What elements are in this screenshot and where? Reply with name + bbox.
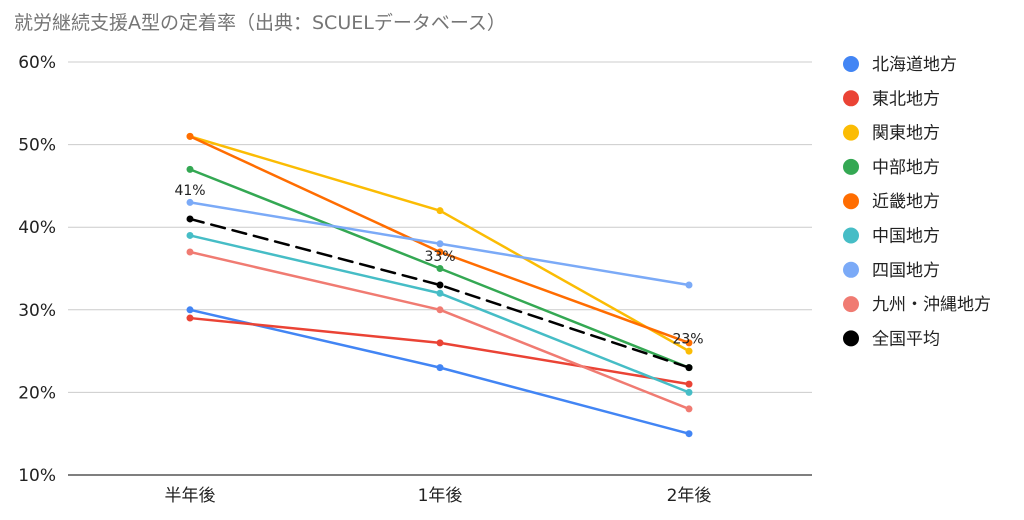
series-4: [186, 132, 693, 347]
data-point: [685, 388, 693, 396]
legend-swatch: [843, 296, 859, 313]
legend-swatch: [843, 124, 859, 141]
legend-label: 北海道地方: [872, 55, 957, 75]
legend-label: 九州・沖縄地方: [872, 295, 991, 315]
legend-item: 関東地方: [843, 124, 940, 144]
legend-swatch: [843, 227, 859, 244]
data-point: [685, 339, 693, 347]
data-point: [436, 281, 444, 289]
y-tick-label: 10%: [18, 466, 56, 486]
series-5: [186, 231, 693, 396]
data-point: [436, 339, 444, 347]
legend-swatch: [843, 330, 859, 347]
legend-item: 東北地方: [843, 89, 940, 109]
legend-swatch: [843, 56, 859, 72]
series-lines: [186, 132, 693, 438]
data-point: [186, 215, 194, 223]
data-point: [436, 265, 444, 272]
data-point: [186, 314, 194, 322]
data-point: [436, 240, 444, 248]
data-point: [436, 306, 444, 314]
y-tick-label: 40%: [18, 218, 56, 238]
data-labels: 41% 33% 23%: [174, 183, 703, 348]
y-tick-label: 30%: [18, 301, 56, 321]
data-point: [685, 430, 693, 438]
x-tick-label: 半年後: [165, 486, 216, 506]
legend-item: 全国平均: [843, 329, 940, 349]
legend-label: 四国地方: [872, 261, 940, 281]
data-point: [685, 364, 693, 372]
data-point: [685, 281, 693, 289]
series-7: [186, 248, 693, 413]
legend-item: 中部地方: [843, 158, 940, 178]
data-label: 23%: [672, 332, 703, 348]
legend-label: 全国平均: [872, 329, 940, 349]
data-point: [436, 364, 444, 372]
y-tick-label: 20%: [18, 383, 56, 403]
data-point: [186, 198, 194, 206]
data-point: [685, 347, 693, 355]
legend-label: 東北地方: [872, 89, 940, 109]
legend-label: 近畿地方: [872, 192, 940, 212]
data-label: 33%: [424, 249, 455, 265]
data-point: [436, 289, 444, 297]
data-point: [186, 165, 194, 173]
series-1: [186, 314, 693, 388]
chart-title: 就労継続支援A型の定着率（出典：SCUELデータベース）: [14, 12, 506, 34]
x-tick-label: 2年後: [667, 486, 712, 506]
legend-swatch: [843, 261, 859, 278]
legend-label: 関東地方: [872, 124, 940, 144]
data-point: [186, 231, 194, 239]
data-label: 41%: [174, 183, 205, 199]
y-tick-label: 60%: [18, 53, 56, 73]
y-tick-label: 50%: [18, 136, 56, 156]
data-point: [186, 306, 194, 314]
legend-item: 近畿地方: [843, 192, 940, 212]
data-point: [685, 380, 693, 388]
data-point: [186, 132, 194, 140]
legend-swatch: [843, 158, 859, 175]
legend-label: 中部地方: [872, 158, 940, 178]
legend-swatch: [843, 193, 859, 210]
legend-item: 北海道地方: [843, 55, 957, 75]
series-line: [188, 250, 691, 411]
legend-item: 中国地方: [843, 227, 940, 247]
legend-item: 四国地方: [843, 261, 940, 281]
series-8: [186, 215, 693, 372]
legend-label: 中国地方: [872, 227, 940, 247]
data-point: [436, 248, 444, 256]
data-point: [186, 248, 194, 256]
legend-item: 九州・沖縄地方: [843, 295, 991, 315]
data-point: [685, 405, 693, 413]
y-axis-ticks: 10% 20% 30% 40% 50% 60%: [18, 53, 56, 486]
x-tick-label: 1年後: [418, 486, 463, 506]
series-6: [186, 198, 693, 289]
legend-swatch: [843, 90, 859, 107]
x-axis-ticks: 半年後 1年後 2年後: [165, 486, 712, 506]
data-point: [436, 207, 444, 215]
series-0: [186, 306, 693, 438]
